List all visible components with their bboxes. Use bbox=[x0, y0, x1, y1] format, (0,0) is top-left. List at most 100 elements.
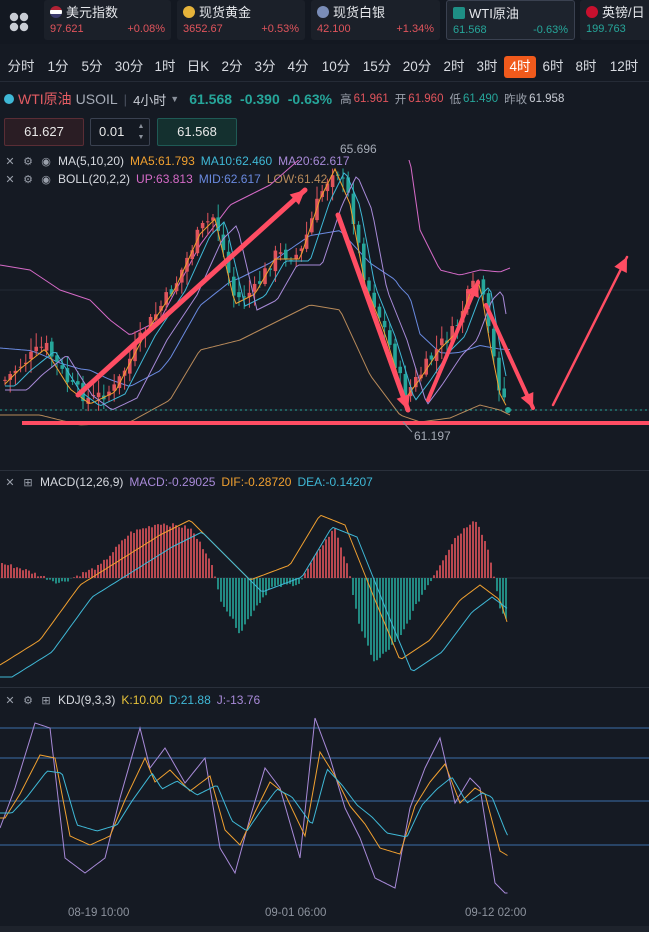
last-price: 61.568 bbox=[189, 91, 233, 107]
candle-body bbox=[76, 381, 80, 385]
macd-histogram-bar bbox=[484, 541, 486, 578]
candle-body bbox=[502, 388, 506, 398]
gear-icon[interactable]: ⚙ bbox=[23, 155, 33, 168]
tab-period[interactable]: 20分 bbox=[402, 59, 432, 74]
candle-body bbox=[117, 376, 122, 389]
macd-histogram-bar bbox=[340, 547, 342, 578]
high-value: 61.961 bbox=[353, 93, 389, 105]
macd-histogram-bar bbox=[199, 541, 201, 578]
dea-value: DEA:-0.14207 bbox=[297, 475, 373, 489]
tab-period[interactable]: 1分 bbox=[47, 59, 69, 74]
interval-selector[interactable]: 4小时 bbox=[133, 92, 167, 108]
add-icon[interactable]: ⊞ bbox=[23, 476, 33, 489]
kdj-chart[interactable] bbox=[0, 708, 649, 904]
candle-body bbox=[13, 370, 18, 374]
ma-legend: ✕ ⚙ ◉ MA(5,10,20) MA5:61.793 MA10:62.460… bbox=[4, 153, 349, 169]
macd-histogram-bar bbox=[223, 578, 225, 607]
candle-body bbox=[434, 349, 439, 361]
ticker-card[interactable]: 现货黄金 3652.67 +0.53% bbox=[177, 0, 305, 40]
price-chart[interactable]: 65.69661.197 bbox=[0, 160, 649, 470]
chevron-down-icon[interactable]: ▼ bbox=[170, 94, 180, 104]
candle-body bbox=[330, 175, 335, 188]
macd-histogram-bar bbox=[262, 578, 264, 598]
candle-body bbox=[481, 279, 486, 295]
pane-divider bbox=[0, 470, 649, 471]
close-icon[interactable]: ✕ bbox=[5, 155, 15, 168]
add-icon[interactable]: ⊞ bbox=[41, 694, 51, 707]
macd-histogram-bar bbox=[22, 570, 24, 578]
dea-line bbox=[0, 526, 508, 678]
macd-histogram-bar bbox=[250, 578, 252, 617]
tab-period[interactable]: 15分 bbox=[362, 59, 392, 74]
tab-period[interactable]: 30分 bbox=[114, 59, 144, 74]
macd-histogram-bar bbox=[154, 524, 156, 578]
candle-body bbox=[185, 257, 189, 272]
macd-histogram-bar bbox=[100, 563, 102, 578]
eye-icon[interactable]: ◉ bbox=[41, 155, 51, 168]
boll-up-value: UP:63.813 bbox=[136, 172, 193, 186]
close-icon[interactable]: ✕ bbox=[5, 694, 15, 707]
app-menu-icon[interactable] bbox=[0, 0, 38, 44]
macd-histogram-bar bbox=[34, 572, 36, 578]
macd-histogram-bar bbox=[52, 578, 54, 582]
tab-period[interactable]: 3分 bbox=[254, 59, 276, 74]
tab-period[interactable]: 6时 bbox=[542, 59, 564, 74]
ticker-card[interactable]: 美元指数 97.621 +0.08% bbox=[44, 0, 171, 40]
candle-body bbox=[112, 384, 116, 391]
tab-period[interactable]: 3时 bbox=[476, 59, 498, 74]
rebound-arrow-annotation-head bbox=[465, 282, 479, 298]
price-change: -0.390 bbox=[240, 91, 280, 107]
candle-body bbox=[492, 328, 496, 357]
tab-period[interactable]: 分时 bbox=[7, 59, 35, 74]
macd-histogram-bar bbox=[241, 578, 243, 631]
candle-body bbox=[471, 280, 475, 288]
tab-period[interactable]: 2时 bbox=[443, 59, 465, 74]
macd-histogram-bar bbox=[163, 523, 165, 578]
sell-price-button[interactable]: 61.627 bbox=[4, 118, 84, 146]
tab-period[interactable]: 10分 bbox=[321, 59, 351, 74]
macd-histogram-bar bbox=[10, 564, 12, 578]
tab-period[interactable]: 12时 bbox=[609, 59, 639, 74]
ticker-name: 现货白银 bbox=[333, 5, 386, 20]
quantity-input[interactable]: 0.01 ▲ ▼ bbox=[90, 118, 150, 146]
macd-histogram-bar bbox=[16, 567, 18, 578]
buy-price-button[interactable]: 61.568 bbox=[157, 118, 237, 146]
macd-histogram-bar bbox=[256, 578, 258, 606]
macd-histogram-bar bbox=[496, 578, 498, 592]
eye-icon[interactable]: ◉ bbox=[41, 173, 51, 186]
macd-histogram-bar bbox=[331, 530, 333, 578]
gear-icon[interactable]: ⚙ bbox=[23, 694, 33, 707]
gear-icon[interactable]: ⚙ bbox=[23, 173, 33, 186]
symbol-name[interactable]: WTI原油 bbox=[18, 91, 72, 107]
tab-period[interactable]: 5分 bbox=[81, 59, 103, 74]
pane-divider bbox=[0, 687, 649, 688]
macd-histogram-bar bbox=[265, 578, 267, 596]
bottom-scrollbar[interactable] bbox=[0, 926, 649, 932]
tab-period[interactable]: 4分 bbox=[287, 59, 309, 74]
macd-chart[interactable] bbox=[0, 490, 649, 685]
macd-histogram-bar bbox=[226, 578, 228, 612]
open-value: 61.960 bbox=[408, 93, 444, 105]
macd-histogram-bar bbox=[388, 578, 390, 650]
macd-histogram-bar bbox=[472, 521, 474, 578]
macd-histogram-bar bbox=[373, 578, 375, 662]
ticker-card[interactable]: 英镑/日 199.763 bbox=[580, 0, 649, 40]
macd-histogram-bar bbox=[58, 578, 60, 583]
tab-period[interactable]: 日K bbox=[186, 59, 210, 74]
ticker-card[interactable]: WTI原油 61.568 -0.63% bbox=[446, 0, 575, 40]
candle-body bbox=[450, 326, 454, 342]
tab-period[interactable]: 1时 bbox=[154, 59, 176, 74]
quantity-stepper[interactable]: ▲ ▼ bbox=[137, 123, 145, 141]
macd-histogram-bar bbox=[493, 576, 495, 578]
close-icon[interactable]: ✕ bbox=[5, 173, 15, 186]
macd-histogram-bar bbox=[187, 528, 189, 578]
ticker-name: 英镑/日 bbox=[602, 5, 645, 20]
tab-period[interactable]: 2分 bbox=[221, 59, 243, 74]
close-icon[interactable]: ✕ bbox=[5, 476, 15, 489]
candle-body bbox=[299, 248, 304, 252]
candle-body bbox=[221, 234, 226, 251]
ticker-card[interactable]: 现货白银 42.100 +1.34% bbox=[311, 0, 440, 40]
macd-histogram-bar bbox=[334, 528, 336, 578]
tab-period[interactable]: 4时 bbox=[504, 56, 536, 78]
tab-period[interactable]: 8时 bbox=[575, 59, 597, 74]
